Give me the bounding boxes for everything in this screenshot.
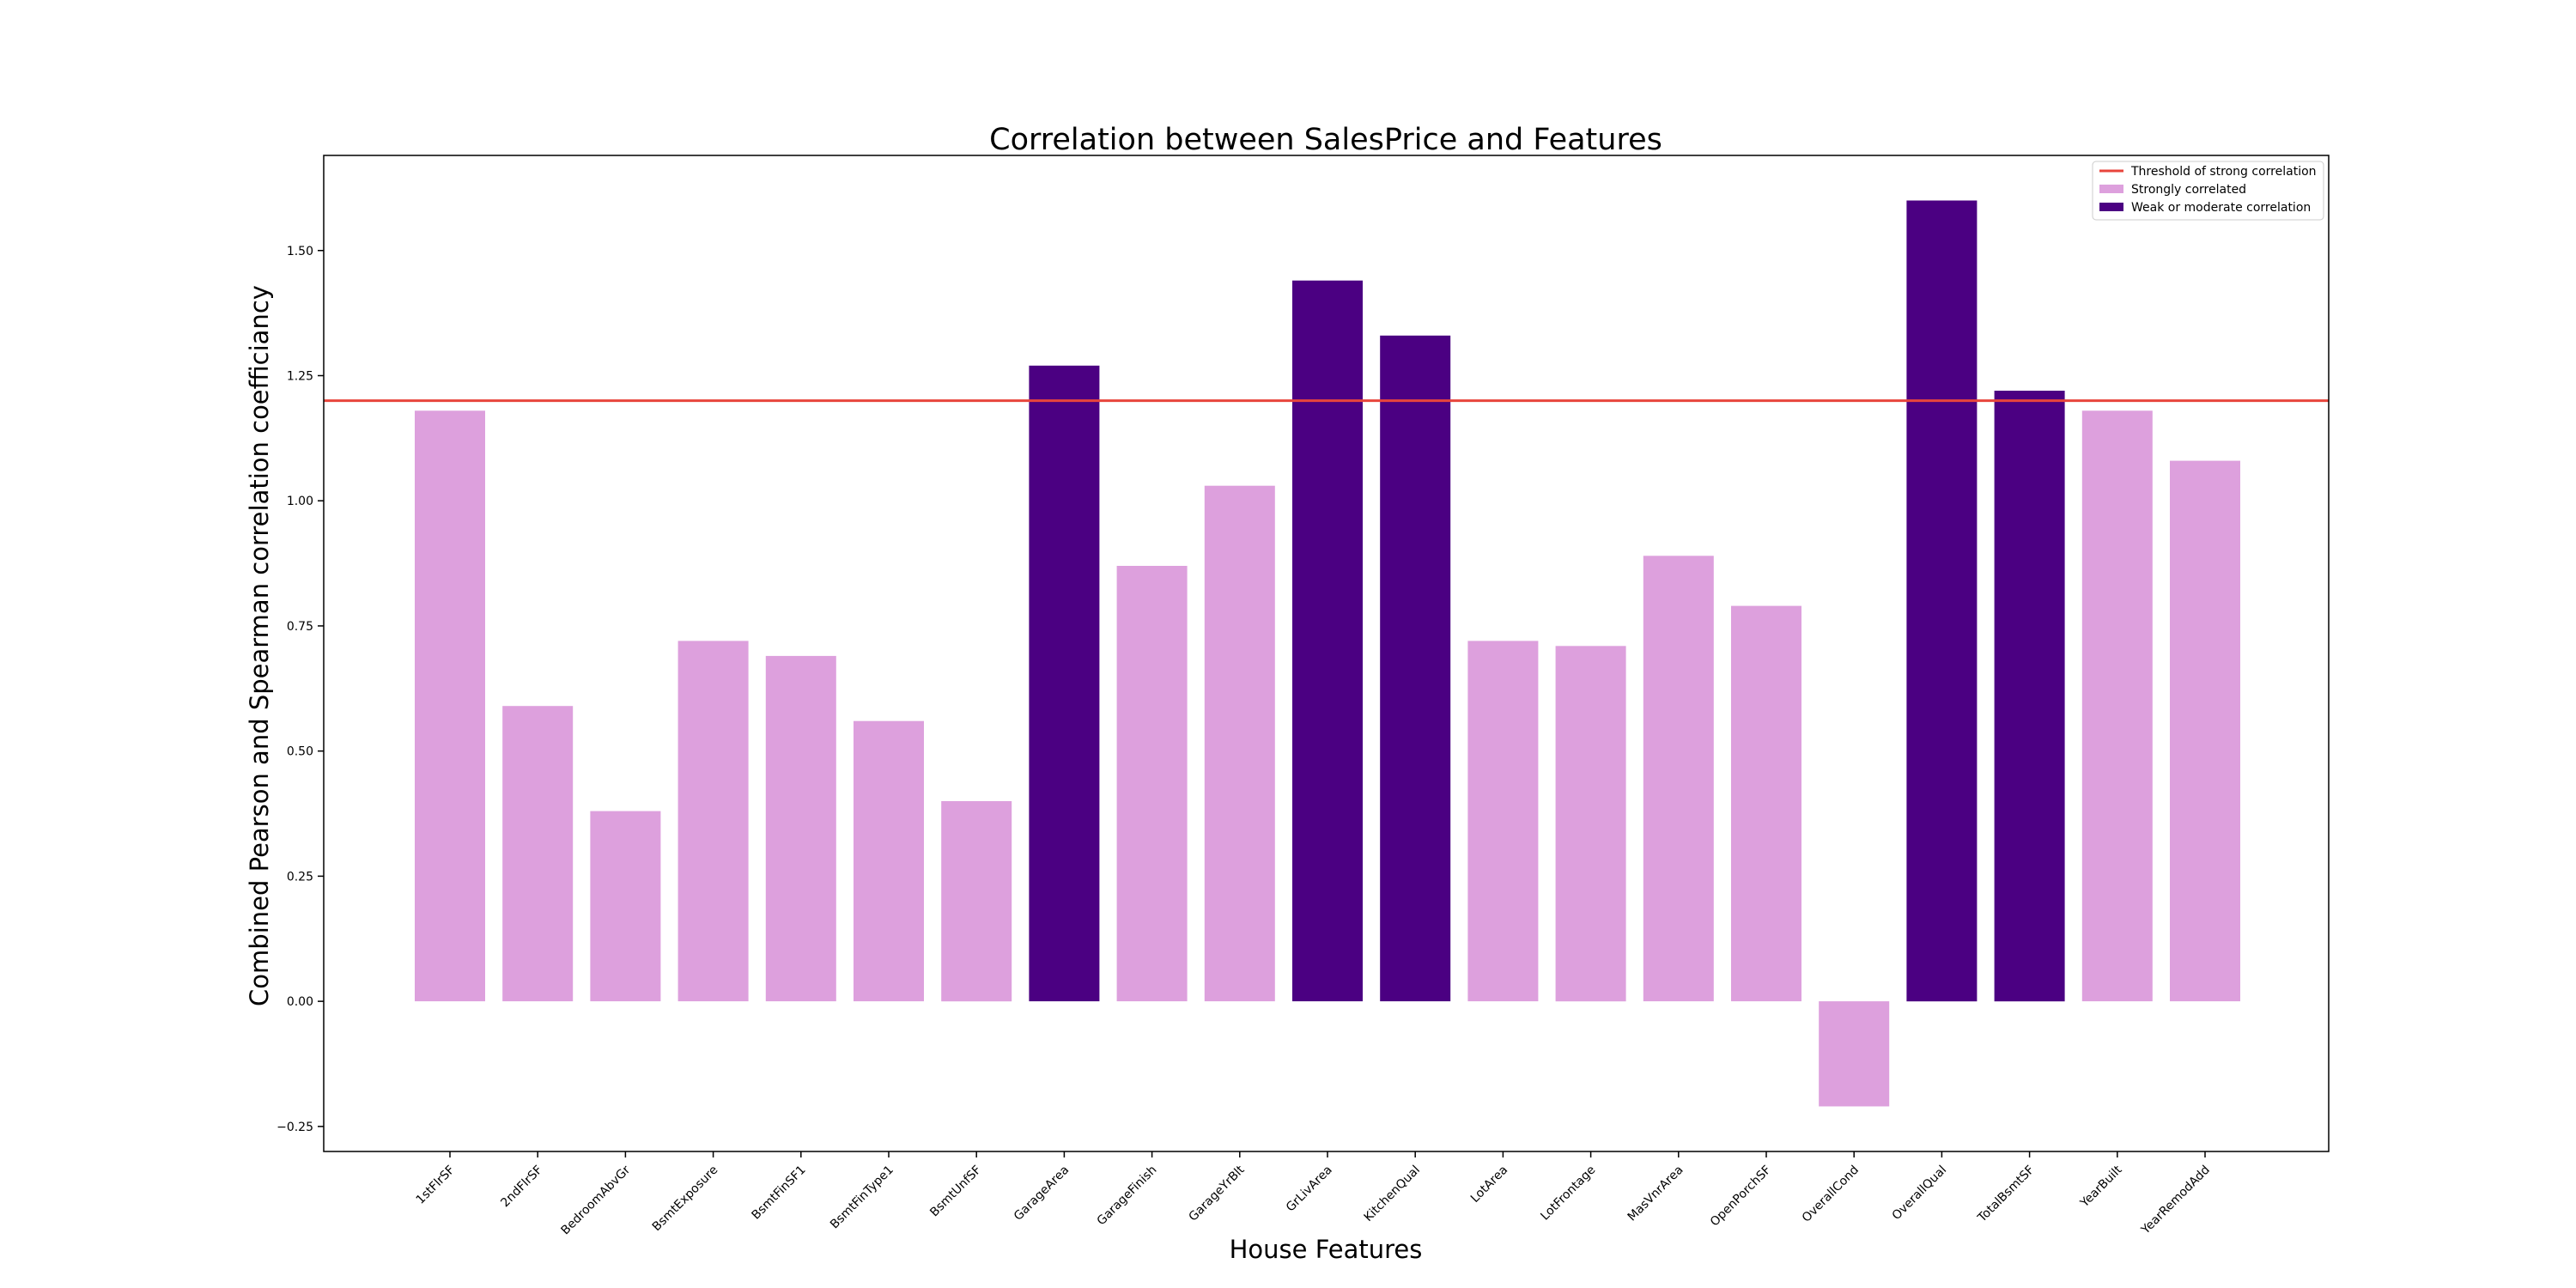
- legend-box: [2092, 161, 2324, 221]
- bar-bsmtfinsf1: [765, 655, 836, 1002]
- bar-masvnrarea: [1643, 556, 1714, 1002]
- x-tick-label: LotArea: [1468, 1163, 1510, 1206]
- x-tick-label: 2ndFlrSF: [498, 1163, 545, 1211]
- bar-2ndflrsf: [502, 706, 574, 1002]
- x-tick-label: BsmtFinSF1: [750, 1163, 809, 1223]
- x-tick-label: OverallCond: [1800, 1163, 1862, 1225]
- x-tick-label: KitchenQual: [1362, 1163, 1423, 1224]
- y-tick-label: 1.00: [287, 495, 313, 508]
- bars-layer: [415, 200, 2240, 1107]
- x-tick-label: 1stFlrSF: [414, 1163, 458, 1207]
- legend-swatch-patch: [2099, 203, 2123, 211]
- legend-swatch-patch: [2099, 185, 2123, 193]
- bar-garagefinish: [1116, 566, 1188, 1002]
- bar-openporchsf: [1731, 605, 1801, 1002]
- x-tick-label: OpenPorchSF: [1708, 1163, 1774, 1230]
- bar-totalbsmtsf: [1994, 391, 2065, 1002]
- bar-overallqual: [1906, 200, 1978, 1002]
- y-tick-label: −0.25: [276, 1121, 313, 1134]
- x-tick-label: YearRemodAdd: [2138, 1163, 2213, 1238]
- bar-yearremodadd: [2170, 460, 2240, 1002]
- x-tick-label: GrLivArea: [1284, 1163, 1335, 1215]
- x-tick-label: GarageFinish: [1095, 1163, 1160, 1229]
- bar-overallcond: [1819, 1001, 1890, 1107]
- x-tick-label: YearBuilt: [2077, 1163, 2125, 1211]
- x-tick-label: BsmtExposure: [650, 1163, 721, 1235]
- y-axis-label: Combined Pearson and Spearman correlatio…: [245, 285, 274, 1006]
- bar-lotarea: [1467, 641, 1539, 1002]
- plot-frame: [323, 155, 2330, 1152]
- x-tick-label: BsmtUnfSF: [927, 1163, 984, 1220]
- x-tick-label: BsmtFinType1: [828, 1163, 896, 1232]
- y-tick-label: 1.50: [287, 245, 313, 258]
- bar-lotfrontage: [1555, 646, 1626, 1002]
- x-tick-label: TotalBsmtSF: [1975, 1163, 2038, 1226]
- legend-entry-label: Threshold of strong correlation: [2130, 165, 2317, 179]
- bar-bsmtfintype1: [854, 720, 924, 1002]
- x-tick-label: MasVnrArea: [1625, 1163, 1686, 1224]
- y-tick-label: 0.00: [287, 995, 313, 1009]
- x-tick-label: BedroomAbvGr: [558, 1163, 633, 1237]
- bar-grlivarea: [1292, 280, 1363, 1002]
- x-tick-label: OverallQual: [1890, 1163, 1950, 1224]
- x-tick-label: LotFrontage: [1538, 1163, 1598, 1224]
- y-tick-label: 0.75: [287, 620, 313, 634]
- bar-bedroomabvgr: [590, 811, 661, 1002]
- bar-yearbuilt: [2081, 410, 2153, 1002]
- x-axis: 1stFlrSF 2ndFlrSF BedroomAbvGr BsmtExposure…: [414, 1151, 2213, 1237]
- bar-1stflrsf: [415, 410, 485, 1002]
- bar-kitchenqual: [1380, 335, 1451, 1002]
- bar-bsmtunfsf: [941, 801, 1012, 1002]
- x-tick-label: GarageYrBlt: [1187, 1163, 1248, 1224]
- y-tick-label: 0.25: [287, 870, 313, 884]
- y-tick-label: 0.50: [287, 745, 313, 759]
- bar-bsmtexposure: [677, 641, 749, 1002]
- legend-entry-label: Strongly correlated: [2131, 183, 2246, 197]
- bar-garageyrblt: [1204, 485, 1275, 1002]
- legend-entry-label: Weak or moderate correlation: [2131, 201, 2311, 215]
- y-tick-label: 1.25: [287, 369, 313, 383]
- x-tick-label: GarageArea: [1012, 1163, 1072, 1224]
- legend: Threshold of strong correlation Strongly …: [2092, 161, 2324, 221]
- y-axis: −0.25 0.00 0.25 0.50 0.75 1.00 1.25 1.50: [276, 245, 324, 1134]
- bar-garagearea: [1029, 365, 1100, 1002]
- chart-title: Correlation between SalesPrice and Featu…: [989, 123, 1662, 157]
- x-axis-label: House Features: [1230, 1235, 1423, 1264]
